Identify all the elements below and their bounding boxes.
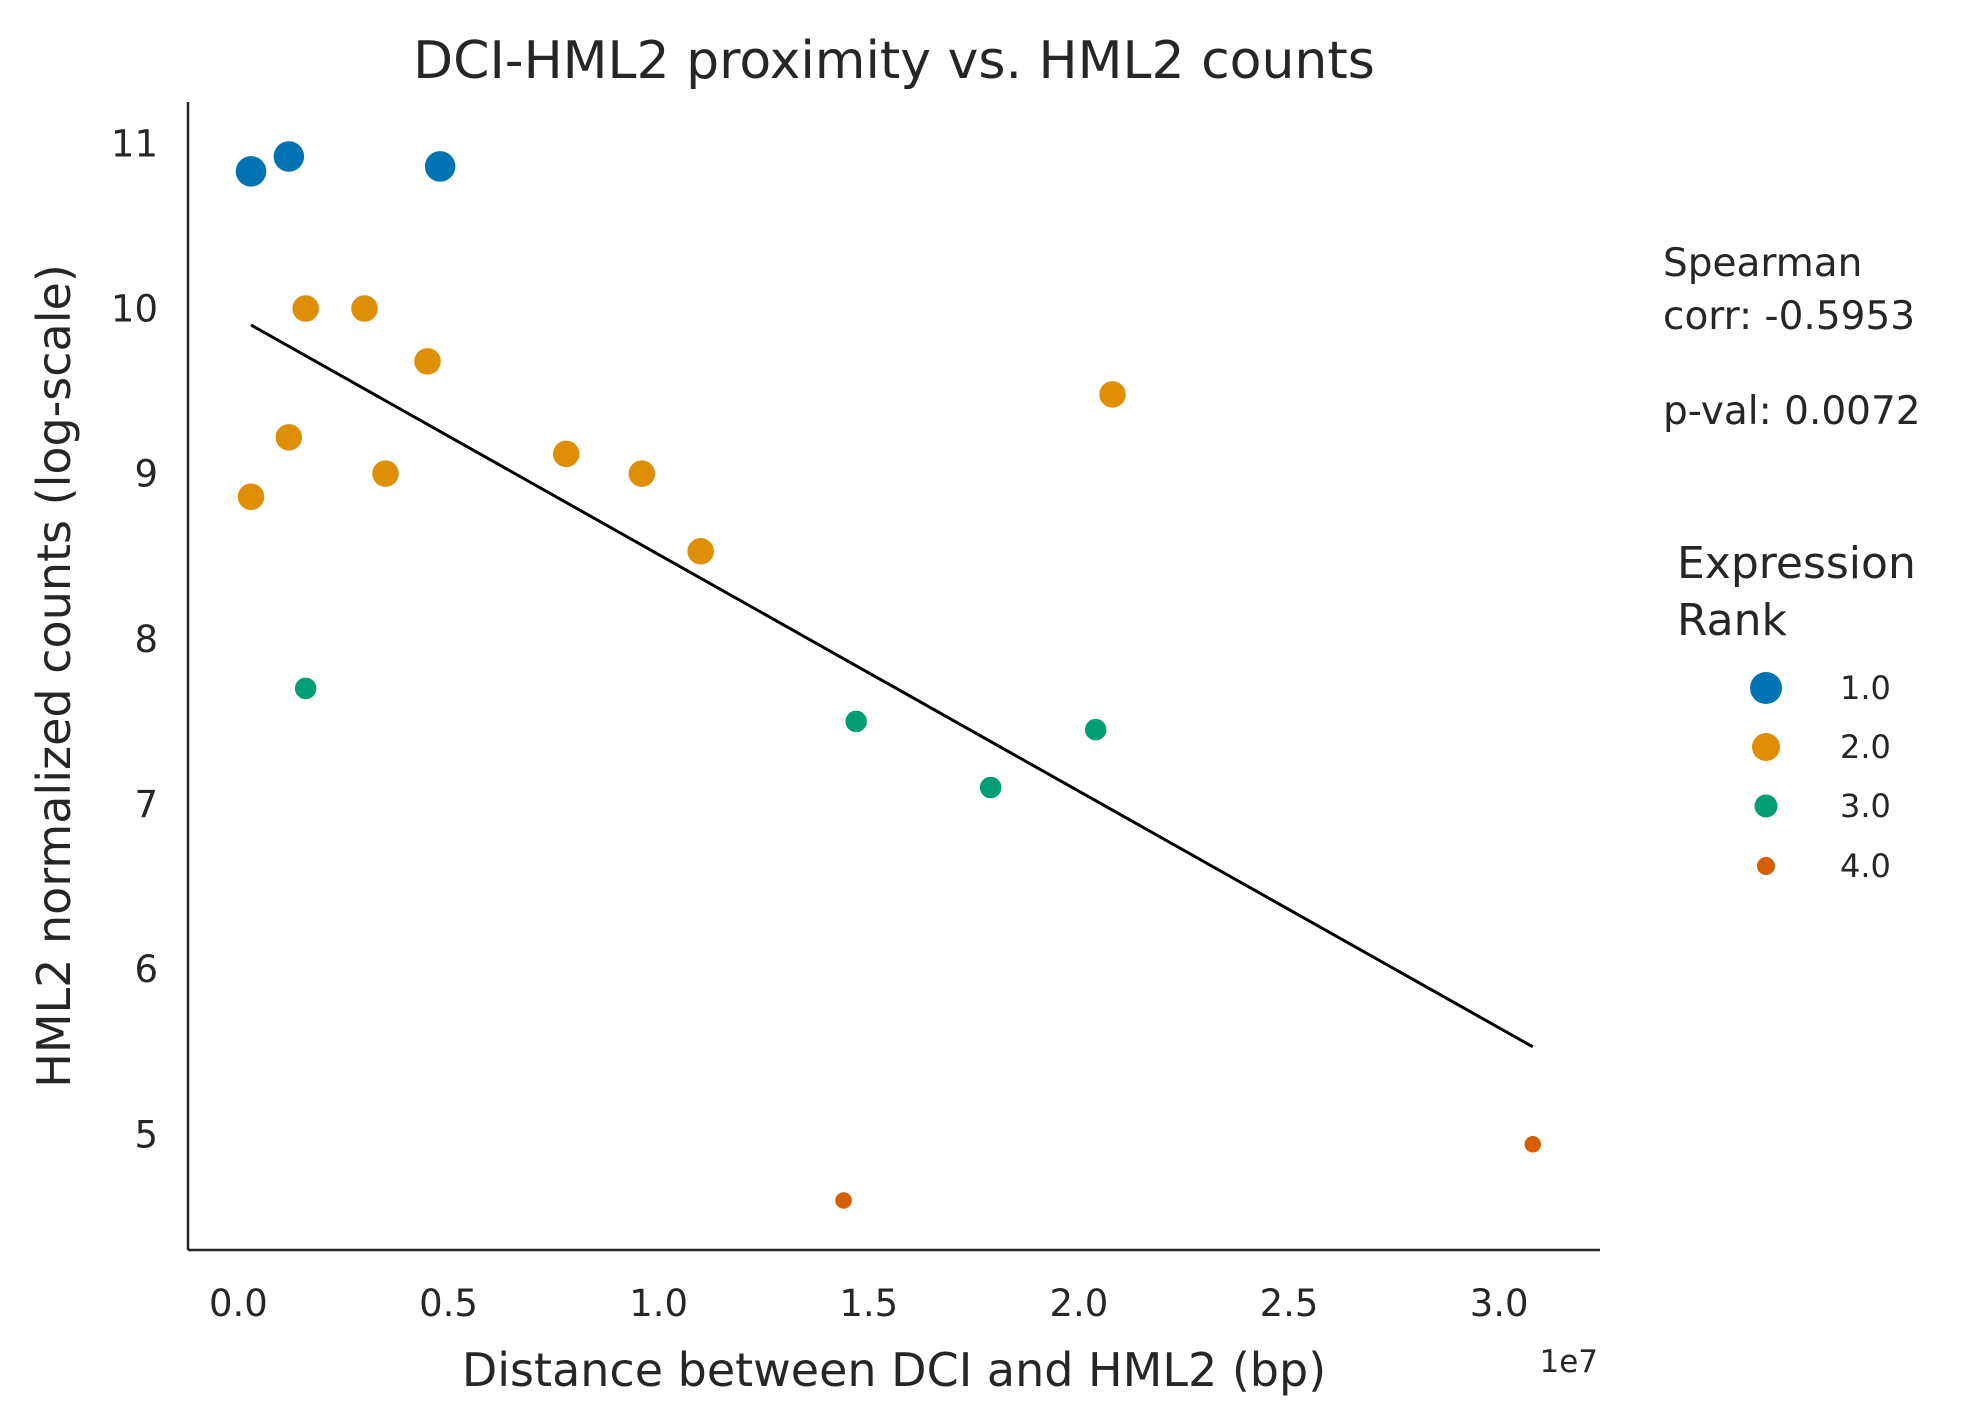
x-tick-label: 0.5 [419, 1282, 478, 1325]
data-point-rank-3-0 [293, 676, 318, 701]
x-axis-label: Distance between DCI and HML2 (bp) [462, 1343, 1326, 1397]
x-tick-label: 2.5 [1260, 1282, 1319, 1325]
data-point-rank-2-0 [412, 346, 443, 377]
y-tick-label: 6 [134, 948, 158, 991]
legend: Expression Rank 1.0 2.0 3.0 4.0 [1677, 538, 1916, 885]
data-point-rank-3-0 [843, 709, 869, 734]
data-point-rank-2-0 [370, 458, 401, 489]
correlation-stats: Spearman corr: -0.5953 p-val: 0.0072 [1663, 241, 1921, 434]
chart-title: DCI-HML2 proximity vs. HML2 counts [413, 31, 1375, 91]
data-point-rank-2-0 [349, 293, 380, 324]
y-tick-label: 10 [111, 287, 158, 330]
x-tick-label: 1.5 [839, 1282, 898, 1325]
legend-marker-rank-2-0 [1752, 733, 1780, 761]
data-point-rank-2-0 [627, 458, 657, 489]
data-point-rank-2-0 [236, 482, 266, 512]
stats-line-1: Spearman [1663, 241, 1862, 286]
legend-label: 3.0 [1840, 787, 1891, 825]
data-point-rank-1-0 [234, 154, 268, 189]
legend-label: 2.0 [1840, 728, 1891, 766]
x-tick-label: 3.0 [1470, 1282, 1529, 1325]
y-tick-label: 5 [134, 1113, 158, 1156]
legend-marker-rank-1-0 [1750, 672, 1782, 704]
data-point-rank-2-0 [274, 422, 304, 453]
legend-label: 4.0 [1840, 847, 1891, 885]
data-point-rank-2-0 [551, 439, 581, 469]
y-tick-label: 8 [134, 618, 158, 661]
x-tick-labels: 0.0 0.5 1.0 1.5 2.0 2.5 3.0 [209, 1282, 1529, 1325]
regression-line [250, 323, 1534, 1049]
stats-line-3: p-val: 0.0072 [1663, 389, 1921, 434]
legend-label: 1.0 [1840, 669, 1891, 707]
y-tick-labels: 5 6 7 8 9 10 11 [111, 122, 158, 1156]
legend-items: 1.0 2.0 3.0 4.0 [1750, 669, 1891, 885]
data-point-rank-3-0 [1083, 717, 1108, 742]
y-tick-label: 11 [111, 122, 158, 165]
data-point-rank-4-0 [1523, 1134, 1543, 1155]
data-point-rank-2-0 [1097, 379, 1128, 410]
data-point-rank-1-0 [272, 139, 306, 174]
plot-area: 0.0 0.5 1.0 1.5 2.0 2.5 3.0 5 6 7 8 9 10 11 [111, 102, 1600, 1325]
data-point-rank-2-0 [290, 293, 321, 324]
data-point-rank-4-0 [833, 1190, 854, 1211]
data-point-rank-2-0 [685, 536, 716, 567]
x-axis-offset-label: 1e7 [1539, 1344, 1598, 1380]
x-tick-label: 1.0 [629, 1282, 688, 1325]
y-tick-label: 7 [134, 783, 158, 826]
legend-marker-rank-4-0 [1757, 857, 1775, 875]
data-point-rank-1-0 [423, 149, 457, 184]
y-axis-label: HML2 normalized counts (log-scale) [27, 264, 81, 1088]
stats-line-2: corr: -0.5953 [1663, 294, 1915, 339]
legend-marker-rank-3-0 [1754, 794, 1778, 818]
data-point-rank-3-0 [978, 775, 1003, 800]
x-tick-label: 2.0 [1049, 1282, 1108, 1325]
y-tick-label: 9 [134, 453, 158, 496]
legend-title: Expression Rank [1677, 538, 1916, 646]
data-points [234, 139, 1543, 1211]
x-tick-label: 0.0 [209, 1282, 268, 1325]
